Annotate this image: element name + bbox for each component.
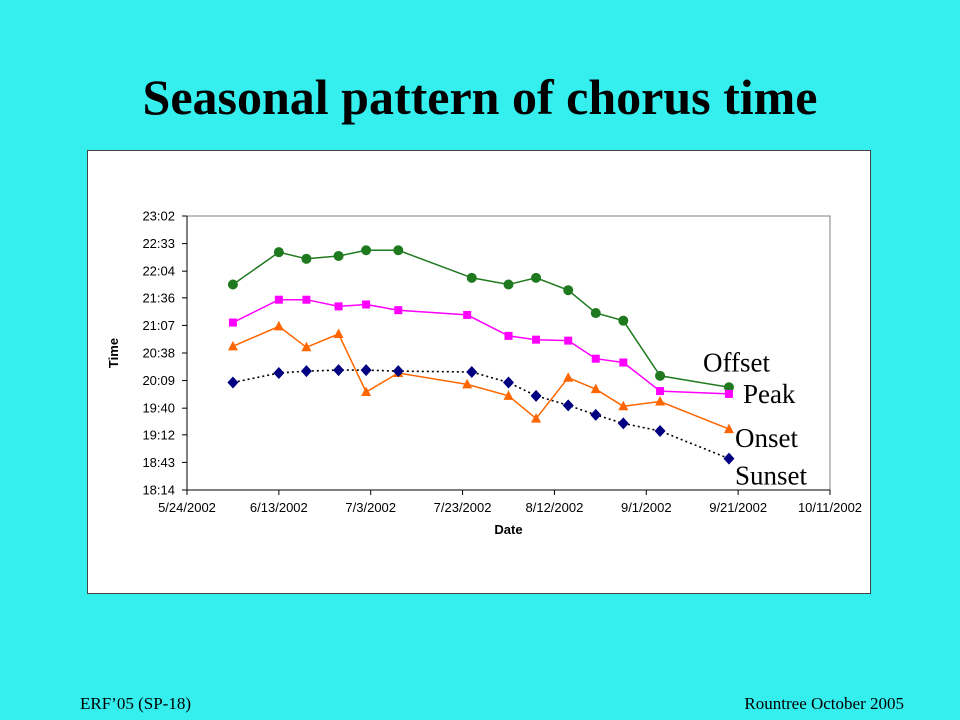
data-point-sunset (300, 365, 312, 378)
data-point-onset (563, 372, 574, 382)
data-point-peak (656, 387, 665, 396)
data-point-peak (334, 302, 343, 311)
footer-left: ERF’05 (SP-18) (80, 694, 191, 713)
data-point-onset (503, 390, 514, 400)
data-point-onset (301, 341, 312, 352)
y-tick-label: 20:38 (142, 346, 175, 361)
data-point-sunset (530, 389, 542, 402)
data-point-peak (724, 389, 733, 398)
data-point-offset (333, 250, 344, 261)
data-point-sunset (392, 365, 404, 378)
data-point-peak (463, 310, 472, 319)
x-tick-label: 10/11/2002 (798, 500, 862, 515)
series-line-onset (232, 325, 730, 430)
data-point-offset (723, 382, 734, 393)
data-point-peak (302, 295, 311, 304)
data-point-peak (394, 306, 403, 315)
x-tick-label: 5/24/2002 (158, 500, 216, 515)
series-peak (228, 295, 733, 398)
y-tick-label: 21:07 (142, 318, 175, 333)
data-point-sunset (503, 376, 514, 389)
y-tick-label: 22:04 (142, 264, 175, 279)
data-point-sunset (590, 408, 602, 421)
data-point-sunset (723, 452, 735, 465)
x-tick-label: 7/3/2002 (345, 500, 396, 515)
y-axis-label: Time (106, 338, 121, 368)
data-point-onset (462, 378, 473, 389)
x-tick-label: 7/23/2002 (434, 500, 492, 515)
y-tick-label: 23:02 (142, 209, 175, 224)
data-point-sunset (273, 366, 285, 379)
series-line-sunset (232, 369, 730, 460)
data-point-onset (227, 340, 238, 351)
data-point-offset (273, 247, 284, 258)
data-point-onset (723, 423, 734, 434)
data-point-peak (228, 318, 237, 327)
series-layer (227, 245, 735, 465)
x-tick-label: 9/1/2002 (621, 500, 672, 515)
data-point-onset (531, 413, 542, 423)
y-tick-label: 18:43 (142, 455, 175, 470)
plot-area (186, 215, 831, 491)
data-point-onset (333, 328, 344, 338)
data-point-offset (590, 308, 601, 319)
data-point-sunset (333, 364, 345, 377)
data-point-onset (273, 320, 284, 331)
chorus-time-chart: Date Time 5/24/2002 6/13/2002 7/3/2002 7/23… (106, 209, 862, 538)
data-point-peak (591, 354, 600, 363)
footer-right: Rountree October 2005 (744, 694, 904, 713)
y-tick-label: 18:14 (142, 483, 175, 498)
y-tick-label: 19:40 (142, 401, 175, 416)
series-onset (227, 320, 734, 434)
data-point-offset (563, 285, 574, 296)
slide-title: Seasonal pattern of chorus time (142, 69, 818, 125)
y-tick-label: 19:12 (142, 427, 175, 442)
data-point-offset (618, 315, 629, 326)
data-point-peak (532, 335, 541, 344)
x-axis-label: Date (494, 522, 522, 537)
y-tick-label: 20:09 (142, 373, 175, 388)
data-point-sunset (227, 376, 239, 389)
data-point-onset (590, 383, 601, 394)
data-point-sunset (360, 364, 372, 377)
data-point-offset (227, 279, 238, 290)
data-point-offset (361, 245, 372, 256)
x-tick-label: 8/12/2002 (526, 500, 584, 515)
series-sunset (227, 364, 735, 465)
data-point-sunset (617, 417, 629, 430)
data-point-offset (531, 272, 542, 283)
data-point-peak (564, 336, 573, 345)
data-point-onset (655, 396, 666, 406)
data-point-sunset (562, 399, 574, 412)
x-tick-label: 9/21/2002 (709, 500, 767, 515)
series-label-offset: Offset (703, 347, 770, 377)
data-point-peak (362, 300, 371, 309)
data-point-sunset (654, 425, 666, 438)
data-point-peak (504, 331, 513, 340)
data-point-offset (503, 279, 514, 290)
series-offset (227, 245, 734, 393)
data-point-offset (301, 253, 312, 264)
data-point-onset (361, 386, 372, 397)
y-tick-label: 21:36 (142, 290, 175, 305)
series-label-onset: Onset (735, 423, 798, 453)
axes: 5/24/2002 6/13/2002 7/3/2002 7/23/2002 8/12/… (142, 209, 862, 516)
series-label-peak: Peak (743, 379, 796, 409)
data-point-peak (619, 358, 628, 367)
chart-frame: Date Time 5/24/2002 6/13/2002 7/3/2002 7/23… (87, 150, 871, 594)
y-tick-label: 22:33 (142, 236, 175, 251)
series-line-peak (232, 298, 730, 395)
data-point-offset (393, 245, 404, 256)
series-label-sunset: Sunset (735, 461, 808, 491)
data-point-offset (655, 370, 666, 381)
data-point-peak (274, 295, 283, 304)
data-point-onset (618, 400, 629, 411)
data-point-sunset (466, 366, 478, 379)
data-point-offset (466, 272, 477, 283)
x-tick-label: 6/13/2002 (250, 500, 308, 515)
